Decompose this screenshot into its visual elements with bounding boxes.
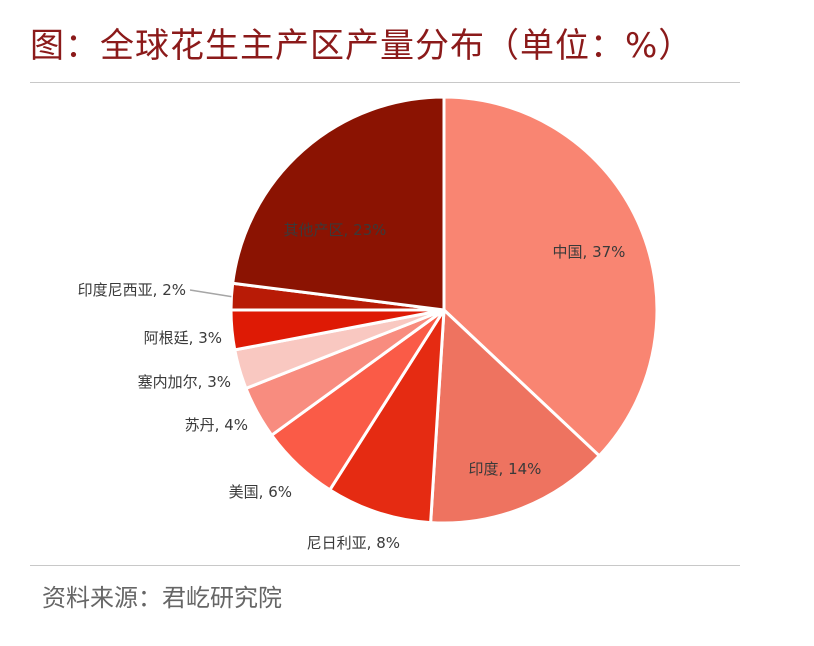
chart-title: 图：全球花生主产区产量分布（单位：%） (30, 26, 694, 66)
slice-label-5: 苏丹, 4% (185, 416, 248, 434)
slice-label-1: 中国, 37% (553, 243, 626, 261)
bottom-divider (30, 565, 740, 566)
pie-slice-9 (231, 95, 446, 312)
slice-label-4: 美国, 6% (229, 483, 292, 501)
slice-label-3: 尼日利亚, 8% (307, 534, 400, 552)
pie-slice-2 (429, 306, 602, 525)
pie-slice-3 (327, 309, 446, 525)
slice-label-8: 印度尼西亚, 2% (78, 281, 186, 299)
slice-label-9: 其他产区, 23% (284, 221, 387, 239)
slice-label-6: 塞内加尔, 3% (138, 373, 231, 391)
top-divider (30, 82, 740, 83)
slice-label-7: 阿根廷, 3% (144, 329, 222, 347)
source-note: 资料来源：君屹研究院 (42, 584, 282, 612)
pie-slice-1 (442, 95, 659, 458)
slice-label-2: 印度, 14% (469, 460, 542, 478)
leader-line (189, 289, 232, 298)
